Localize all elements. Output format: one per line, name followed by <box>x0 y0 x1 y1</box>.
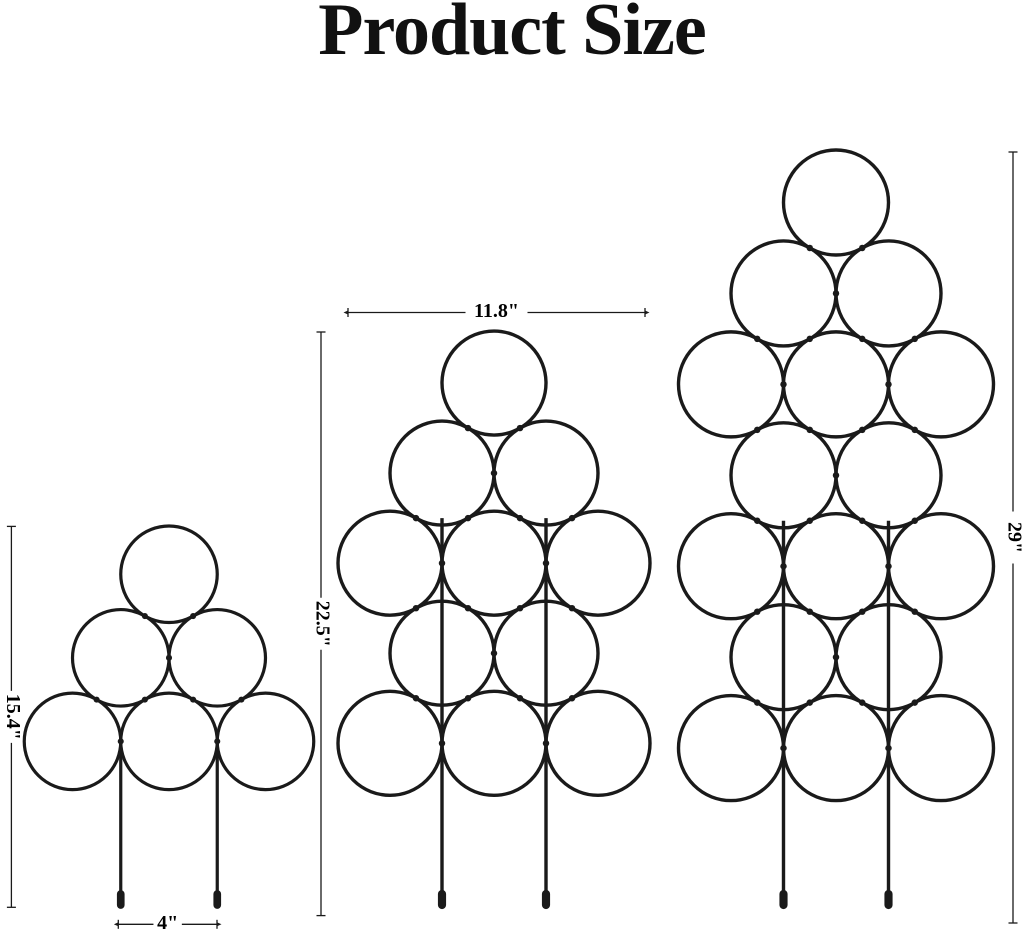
svg-text:15.4": 15.4" <box>2 694 24 740</box>
svg-text:29": 29" <box>1003 522 1024 553</box>
svg-text:11.8": 11.8" <box>474 300 519 322</box>
svg-text:22.5": 22.5" <box>311 601 333 647</box>
svg-text:4": 4" <box>157 912 178 934</box>
